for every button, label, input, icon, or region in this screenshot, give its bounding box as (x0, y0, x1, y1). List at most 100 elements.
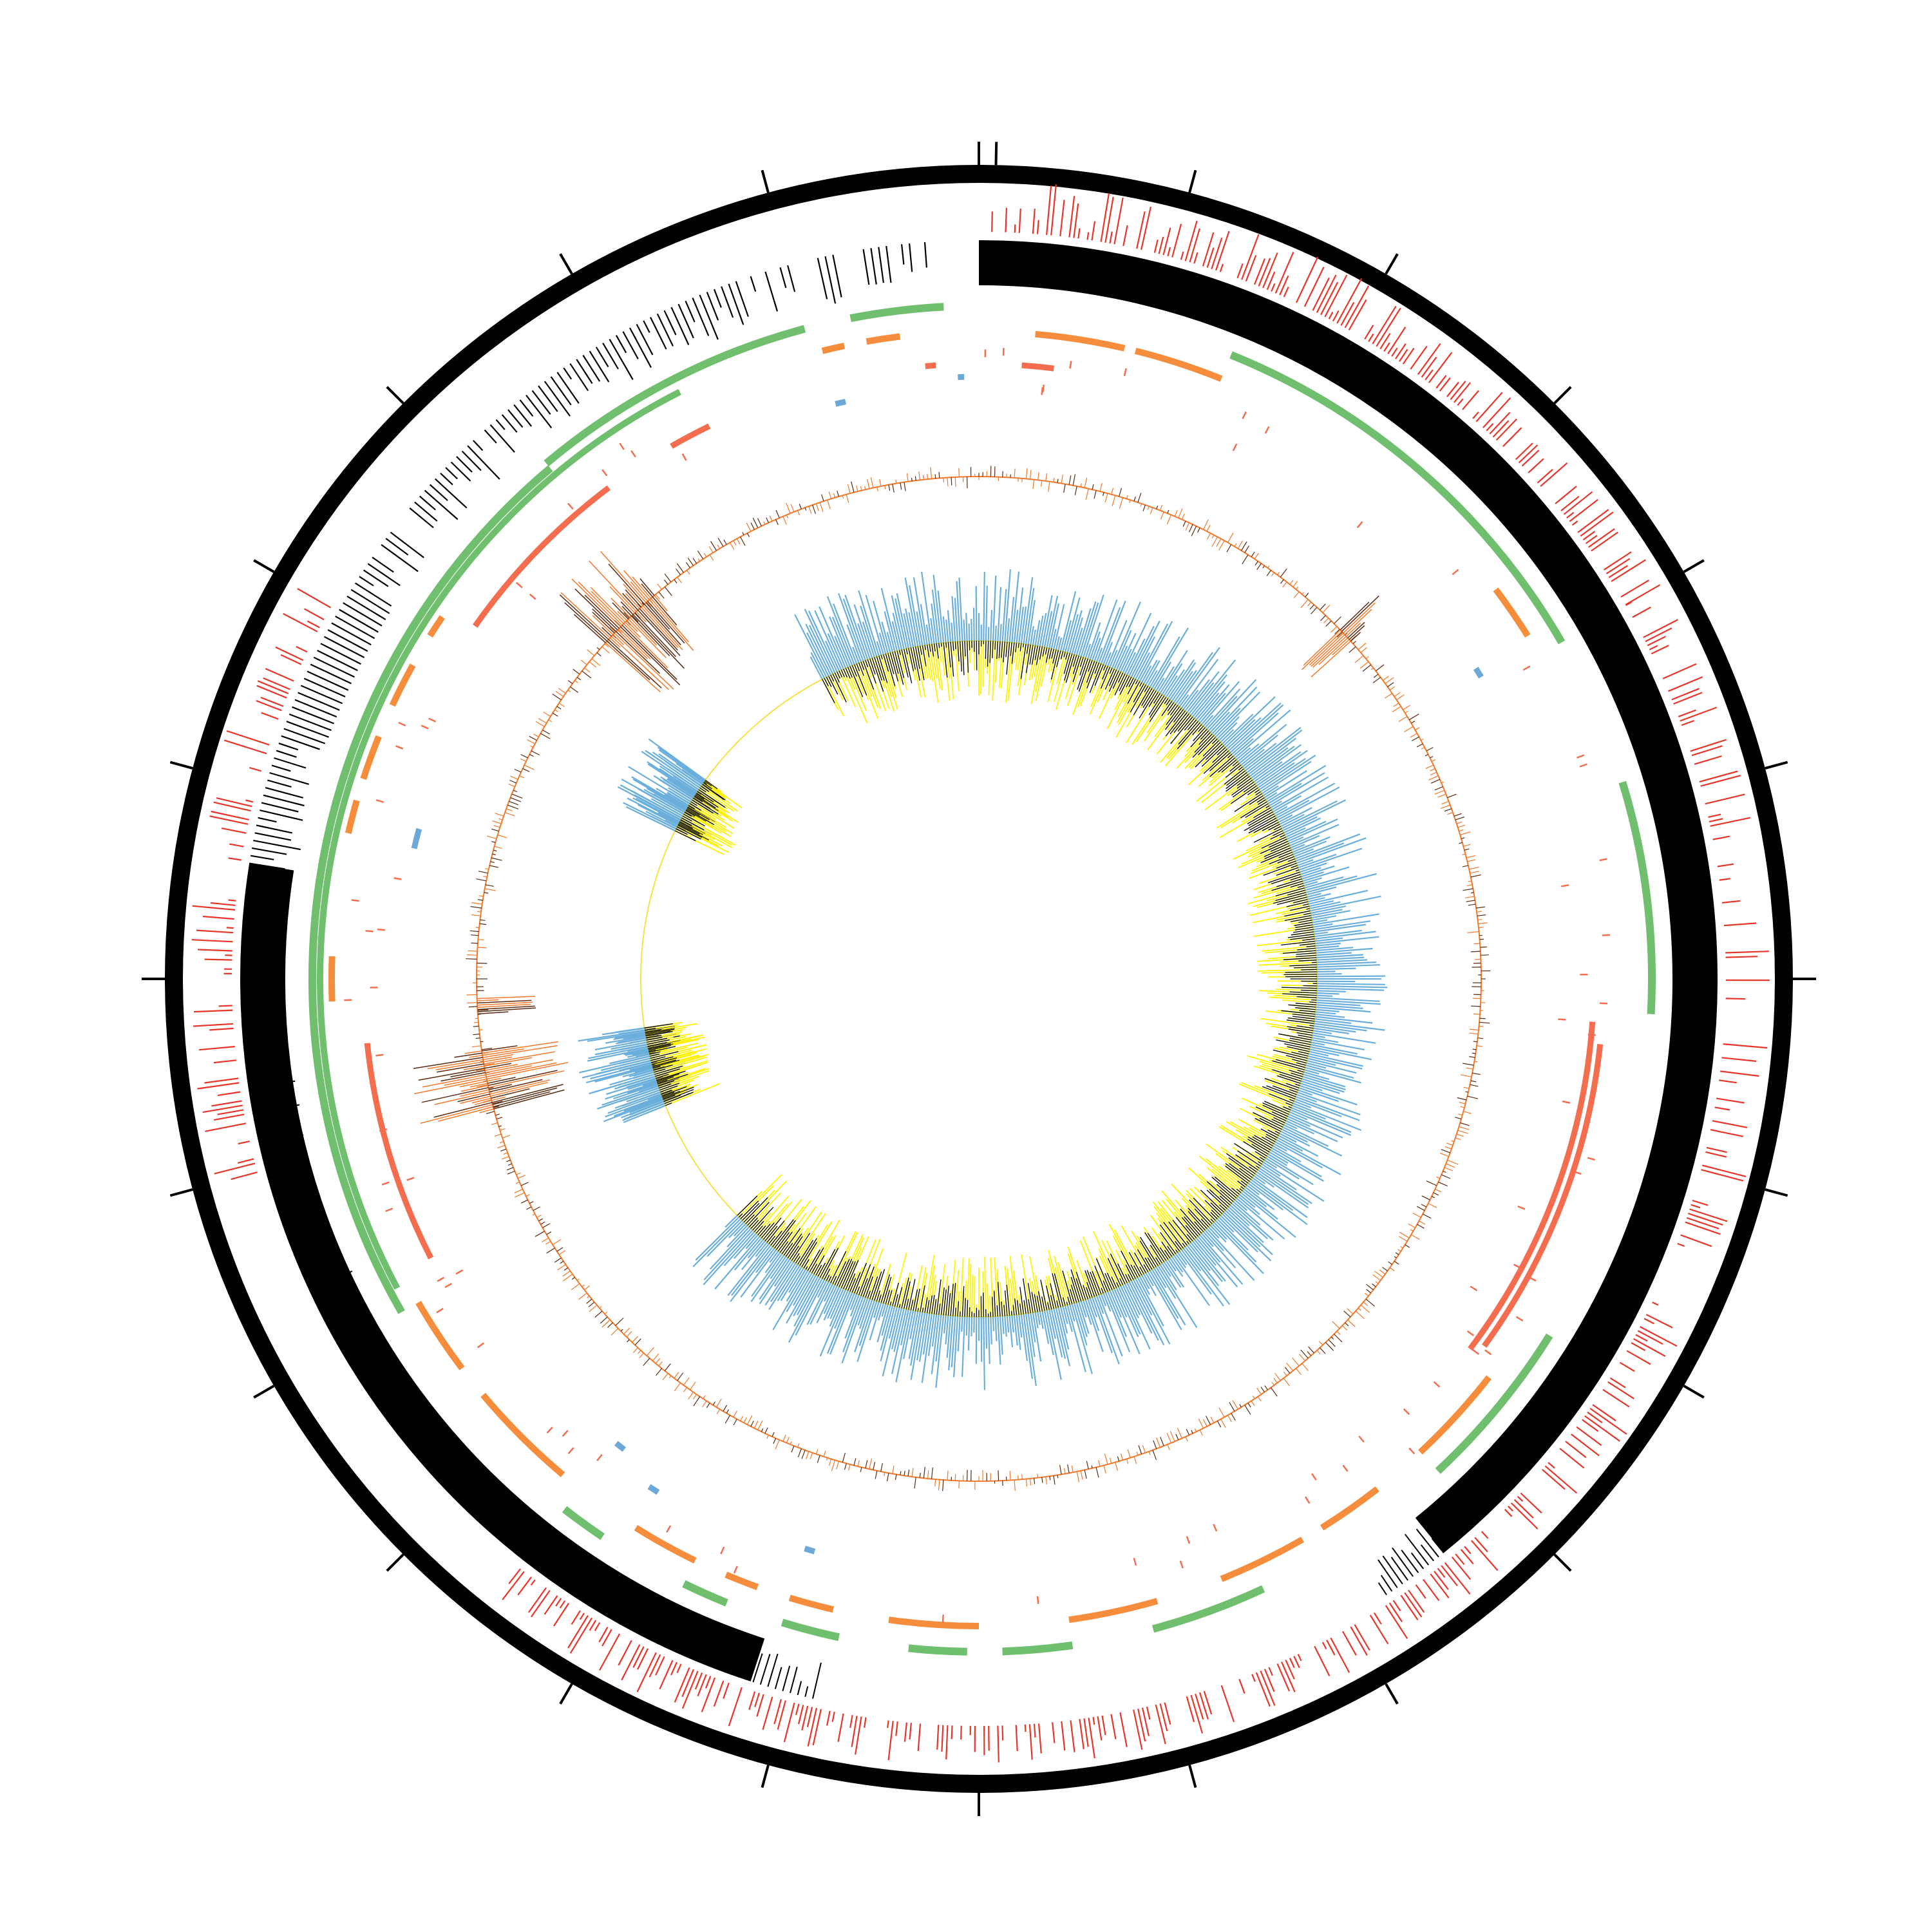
black-histogram-bar (1255, 1151, 1266, 1159)
blue-histogram-bar (1167, 659, 1195, 699)
orange-segment (1320, 1486, 1379, 1531)
black-histogram-bar (943, 1289, 947, 1316)
gc-skew-spike (413, 1057, 483, 1069)
gc-skew-bar (477, 911, 481, 913)
red-feature-bar (621, 1644, 641, 1681)
gc-skew-bar (1323, 618, 1329, 623)
black-histogram-bar (894, 651, 904, 685)
salmon-tick (1587, 1034, 1596, 1036)
gc-skew-bar (596, 652, 601, 657)
black-histogram-bar (1090, 1271, 1100, 1296)
blue-histogram-bar (1316, 1006, 1371, 1013)
red-feature-bar (1643, 619, 1679, 638)
blue-histogram-bar (829, 616, 851, 667)
red-feature-bar (502, 1571, 525, 1600)
inner-baseline (640, 640, 1318, 1318)
red-feature-bar (198, 1046, 235, 1051)
blue-histogram-bar (1255, 751, 1302, 785)
black-histogram-bar (1173, 709, 1184, 723)
black-histogram-bar (1236, 775, 1250, 786)
gc-skew-bar (1467, 859, 1475, 862)
gc-skew-spike (1341, 595, 1379, 632)
blue-histogram-bar (1302, 871, 1324, 880)
black-histogram-bar (1070, 1276, 1079, 1302)
blue-histogram-bar (1211, 1223, 1227, 1240)
red-feature-bar (1417, 343, 1441, 375)
yellow-histogram-bar (1198, 1155, 1243, 1191)
blue-histogram-bar (618, 1075, 656, 1088)
salmon-tick (1311, 1473, 1317, 1481)
gc-skew-bar (1252, 1396, 1255, 1399)
black-histogram-bar (931, 644, 934, 657)
red-feature-bar (229, 843, 244, 848)
gc-skew-bar (1063, 484, 1066, 493)
red-feature-bar (1068, 196, 1075, 238)
gc-skew-bar (1470, 951, 1481, 952)
backbone-spike (752, 1653, 763, 1683)
gc-skew-bar (515, 1181, 520, 1184)
backbone-spike (253, 1114, 277, 1121)
blue-histogram-bar (667, 777, 696, 797)
tick-mark (1683, 1385, 1705, 1399)
black-histogram-bar (647, 1039, 670, 1045)
gc-skew-spike (477, 1003, 531, 1008)
gc-skew-bar (1466, 900, 1475, 902)
gc-skew-bar (475, 927, 480, 929)
blue-histogram-bar (1046, 1310, 1062, 1380)
blue-histogram-bar (1206, 696, 1238, 730)
salmon-tick (1133, 1557, 1137, 1566)
black-histogram-bar (1175, 1217, 1195, 1240)
red-feature-bar (1582, 531, 1596, 541)
gc-skew-spike (438, 1106, 493, 1122)
red-feature-bar (528, 1587, 547, 1613)
gc-skew-bar (1341, 1325, 1348, 1331)
black-histogram-bar (1273, 826, 1281, 831)
gc-skew-bar (1469, 1028, 1479, 1031)
salmon-tick (1472, 1349, 1480, 1355)
gc-skew-bar (938, 471, 940, 478)
blue-histogram-bar (1155, 677, 1165, 692)
gc-skew-bar (892, 484, 895, 493)
backbone-spike (750, 276, 757, 292)
green-segment (781, 1618, 840, 1642)
black-histogram-bar (994, 1291, 996, 1317)
backbone-spike (261, 1152, 280, 1159)
red-feature-bar (249, 766, 262, 772)
black-histogram-bar (737, 1195, 758, 1216)
black-histogram-bar (929, 1295, 933, 1314)
salmon-tick (1522, 665, 1531, 671)
blue-histogram-bar (1294, 1098, 1342, 1117)
gc-skew-spike (645, 602, 670, 630)
green-segment (682, 1580, 728, 1607)
blue-histogram-bar (769, 1250, 779, 1264)
red-feature-bar (1673, 692, 1703, 705)
gc-skew-bar (560, 1260, 564, 1264)
blue-histogram-bar (1316, 992, 1340, 995)
gc-skew-bar (1067, 1464, 1070, 1473)
green-segment (1151, 1585, 1265, 1633)
black-histogram-bar (1190, 728, 1208, 748)
blue-histogram-bar (594, 1039, 647, 1050)
black-histogram-bar (1285, 1102, 1293, 1106)
red-feature-bar (1591, 531, 1619, 552)
gc-skew-spike (460, 1089, 489, 1097)
black-histogram-bar (826, 677, 832, 687)
blue-histogram-bar (1071, 1303, 1093, 1374)
gc-skew-bar (1464, 896, 1475, 898)
blue-histogram-bar (1316, 971, 1336, 973)
gc-skew-bar (504, 812, 515, 817)
red-feature-bar (1180, 251, 1184, 260)
black-histogram-bar (834, 672, 840, 683)
black-histogram-bar (1149, 697, 1167, 723)
gc-skew-bar (580, 659, 587, 665)
gc-skew-bar (477, 962, 488, 964)
gc-skew-bar (646, 601, 652, 607)
blue-histogram-bar (1062, 620, 1072, 652)
blue-histogram-bar (994, 1316, 998, 1341)
gc-skew-bar (1280, 568, 1287, 578)
red-feature-bar (216, 797, 252, 808)
blue-histogram-bar (1286, 820, 1327, 840)
black-histogram-bar (797, 1240, 814, 1265)
black-histogram-bar (1133, 1252, 1146, 1273)
